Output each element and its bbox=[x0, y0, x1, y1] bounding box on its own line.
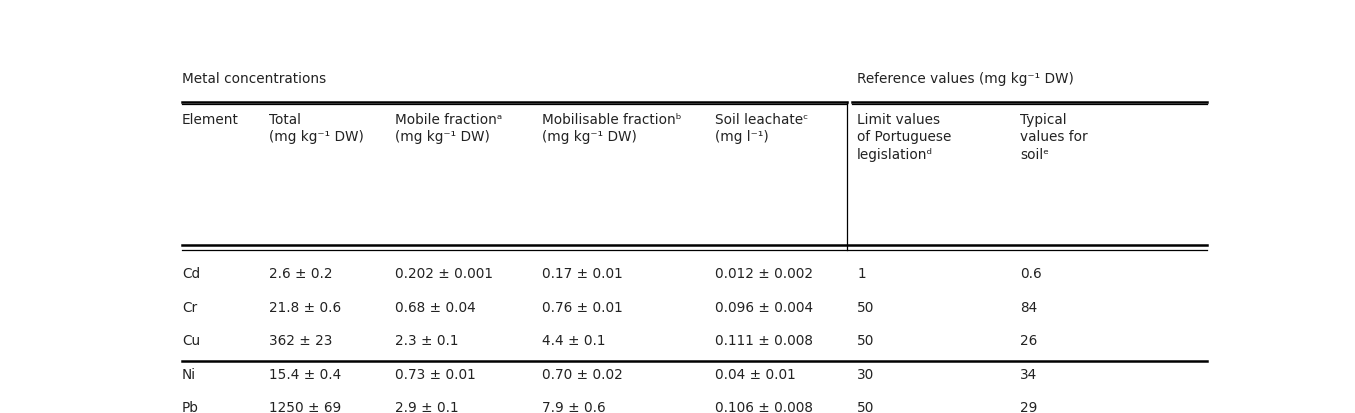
Text: Ni: Ni bbox=[182, 368, 196, 382]
Text: 26: 26 bbox=[1020, 334, 1037, 348]
Text: Metal concentrations: Metal concentrations bbox=[182, 72, 327, 86]
Text: Reference values (mg kg⁻¹ DW): Reference values (mg kg⁻¹ DW) bbox=[858, 72, 1075, 86]
Text: 0.17 ± 0.01: 0.17 ± 0.01 bbox=[542, 267, 623, 281]
Text: 1: 1 bbox=[858, 267, 866, 281]
Text: 0.111 ± 0.008: 0.111 ± 0.008 bbox=[715, 334, 813, 348]
Text: 0.68 ± 0.04: 0.68 ± 0.04 bbox=[396, 301, 476, 315]
Text: Typical
values for
soilᵉ: Typical values for soilᵉ bbox=[1020, 113, 1088, 162]
Text: 0.73 ± 0.01: 0.73 ± 0.01 bbox=[396, 368, 476, 382]
Text: 4.4 ± 0.1: 4.4 ± 0.1 bbox=[542, 334, 606, 348]
Text: 50: 50 bbox=[858, 301, 874, 315]
Text: 29: 29 bbox=[1020, 401, 1038, 413]
Text: 50: 50 bbox=[858, 334, 874, 348]
Text: 1250 ± 69: 1250 ± 69 bbox=[270, 401, 341, 413]
Text: 2.9 ± 0.1: 2.9 ± 0.1 bbox=[396, 401, 459, 413]
Text: Mobilisable fractionᵇ
(mg kg⁻¹ DW): Mobilisable fractionᵇ (mg kg⁻¹ DW) bbox=[542, 113, 682, 145]
Text: 34: 34 bbox=[1020, 368, 1037, 382]
Text: 30: 30 bbox=[858, 368, 874, 382]
Text: Limit values
of Portuguese
legislationᵈ: Limit values of Portuguese legislationᵈ bbox=[858, 113, 951, 162]
Text: Cr: Cr bbox=[182, 301, 196, 315]
Text: 84: 84 bbox=[1020, 301, 1037, 315]
Text: 0.096 ± 0.004: 0.096 ± 0.004 bbox=[715, 301, 813, 315]
Text: Mobile fractionᵃ
(mg kg⁻¹ DW): Mobile fractionᵃ (mg kg⁻¹ DW) bbox=[396, 113, 503, 145]
Text: 15.4 ± 0.4: 15.4 ± 0.4 bbox=[270, 368, 341, 382]
Text: 0.70 ± 0.02: 0.70 ± 0.02 bbox=[542, 368, 623, 382]
Text: Cu: Cu bbox=[182, 334, 201, 348]
Text: 21.8 ± 0.6: 21.8 ± 0.6 bbox=[270, 301, 341, 315]
Text: Soil leachateᶜ
(mg l⁻¹): Soil leachateᶜ (mg l⁻¹) bbox=[715, 113, 809, 145]
Text: 0.76 ± 0.01: 0.76 ± 0.01 bbox=[542, 301, 623, 315]
Text: Cd: Cd bbox=[182, 267, 201, 281]
Text: 7.9 ± 0.6: 7.9 ± 0.6 bbox=[542, 401, 606, 413]
Text: 0.202 ± 0.001: 0.202 ± 0.001 bbox=[396, 267, 493, 281]
Text: Total
(mg kg⁻¹ DW): Total (mg kg⁻¹ DW) bbox=[270, 113, 364, 145]
Text: 0.106 ± 0.008: 0.106 ± 0.008 bbox=[715, 401, 813, 413]
Text: 50: 50 bbox=[858, 401, 874, 413]
Text: Element: Element bbox=[182, 113, 238, 127]
Text: Pb: Pb bbox=[182, 401, 199, 413]
Text: 2.3 ± 0.1: 2.3 ± 0.1 bbox=[396, 334, 458, 348]
Text: 0.04 ± 0.01: 0.04 ± 0.01 bbox=[715, 368, 797, 382]
Text: 2.6 ± 0.2: 2.6 ± 0.2 bbox=[270, 267, 332, 281]
Text: 0.6: 0.6 bbox=[1020, 267, 1042, 281]
Text: 362 ± 23: 362 ± 23 bbox=[270, 334, 332, 348]
Text: 0.012 ± 0.002: 0.012 ± 0.002 bbox=[715, 267, 813, 281]
